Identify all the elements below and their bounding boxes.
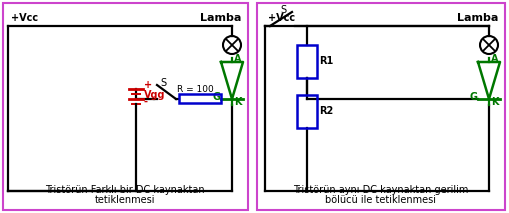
Text: R1: R1 [318, 56, 332, 66]
Text: A: A [490, 54, 497, 64]
Text: +Vcc: +Vcc [11, 13, 38, 23]
Text: K: K [490, 97, 497, 107]
Text: R2: R2 [318, 106, 332, 117]
Bar [3, 3, 247, 210]
Text: A: A [234, 54, 241, 64]
Text: bölücü ile tetiklenmesi: bölücü ile tetiklenmesi [325, 195, 436, 205]
Text: tetiklenmesi: tetiklenmesi [95, 195, 155, 205]
Bar [179, 95, 220, 104]
Text: S: S [160, 78, 166, 88]
Bar [296, 45, 317, 78]
Text: Vgg: Vgg [144, 90, 165, 100]
Text: +Vcc: +Vcc [267, 13, 295, 23]
Text: Tristörün Farklı bir DC kaynaktan: Tristörün Farklı bir DC kaynaktan [45, 185, 205, 195]
Text: -: - [144, 97, 148, 107]
Text: R = 100: R = 100 [177, 85, 213, 95]
Text: Lamba: Lamba [200, 13, 241, 23]
Text: G: G [213, 92, 220, 102]
Text: Lamba: Lamba [456, 13, 497, 23]
Text: G: G [469, 92, 477, 102]
Bar [257, 3, 504, 210]
Text: Tristörün aynı DC kaynaktan gerilim: Tristörün aynı DC kaynaktan gerilim [293, 185, 468, 195]
Bar [296, 95, 317, 128]
Text: K: K [234, 97, 241, 107]
Text: S: S [279, 5, 286, 15]
Text: +: + [144, 80, 152, 90]
